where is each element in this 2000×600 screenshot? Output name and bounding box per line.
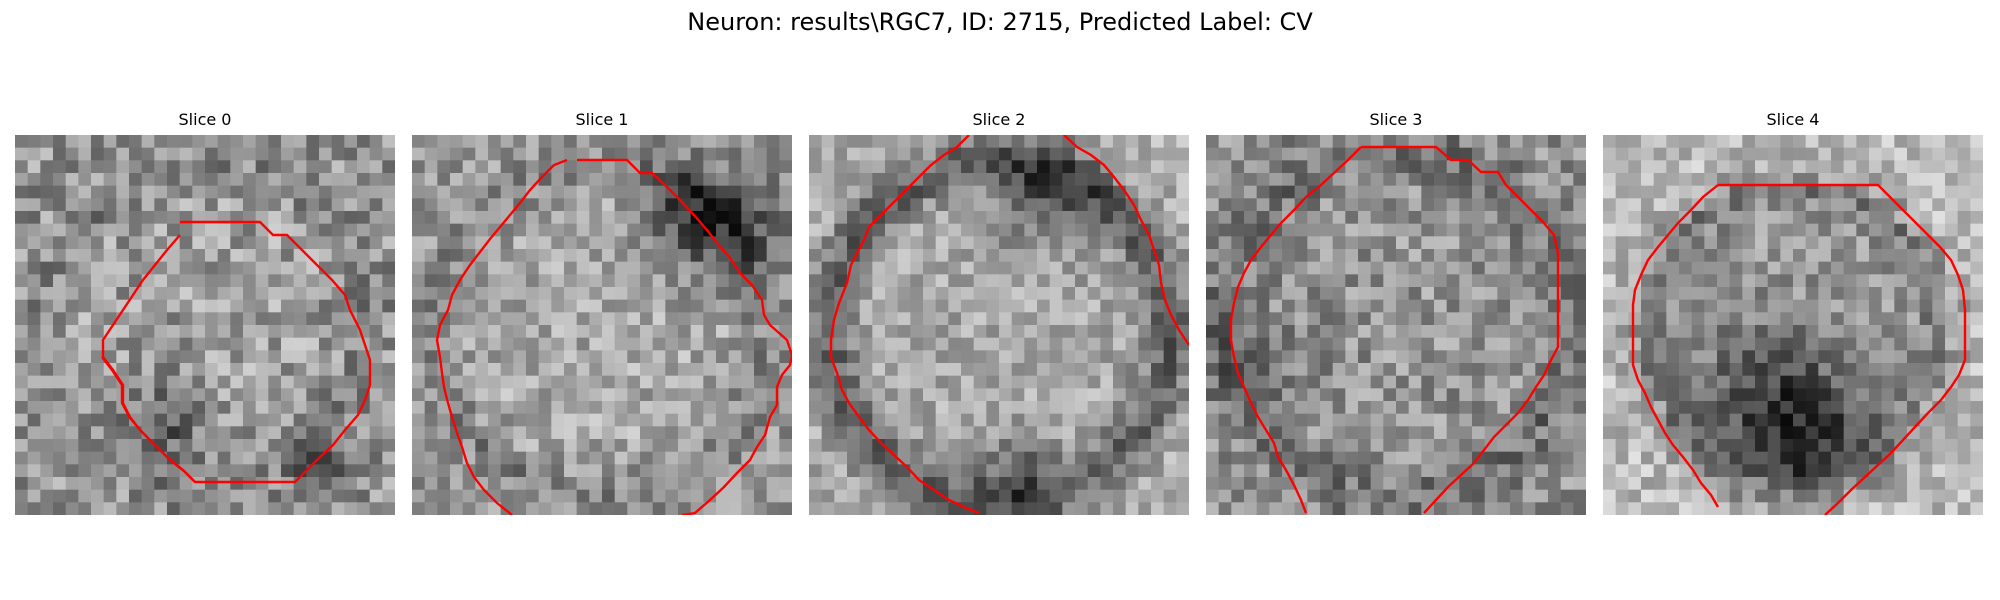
segmentation-contour bbox=[1718, 183, 1967, 515]
slice-image-4 bbox=[1603, 135, 1983, 515]
segmentation-contour bbox=[1229, 146, 1362, 514]
segmentation-contour bbox=[101, 356, 196, 483]
slice-title: Slice 4 bbox=[1766, 110, 1820, 129]
segmentation-contour bbox=[577, 158, 792, 515]
segmentation-contour bbox=[1361, 145, 1560, 514]
slice-image-0 bbox=[15, 135, 395, 515]
slice-title: Slice 1 bbox=[575, 110, 629, 129]
segmentation-contour bbox=[829, 135, 980, 515]
segmentation-contour bbox=[435, 158, 568, 515]
segmentation-contour bbox=[101, 220, 372, 484]
slice-image-1 bbox=[412, 135, 792, 515]
segmentation-contour bbox=[1063, 135, 1189, 346]
slice-title: Slice 2 bbox=[972, 110, 1026, 129]
figure-title: Neuron: results\RGC7, ID: 2715, Predicte… bbox=[687, 8, 1313, 36]
slice-image-3 bbox=[1206, 135, 1586, 515]
slice-title: Slice 0 bbox=[178, 110, 232, 129]
slice-image-2 bbox=[809, 135, 1189, 515]
segmentation-contour bbox=[1631, 184, 1720, 508]
slice-title: Slice 3 bbox=[1369, 110, 1423, 129]
